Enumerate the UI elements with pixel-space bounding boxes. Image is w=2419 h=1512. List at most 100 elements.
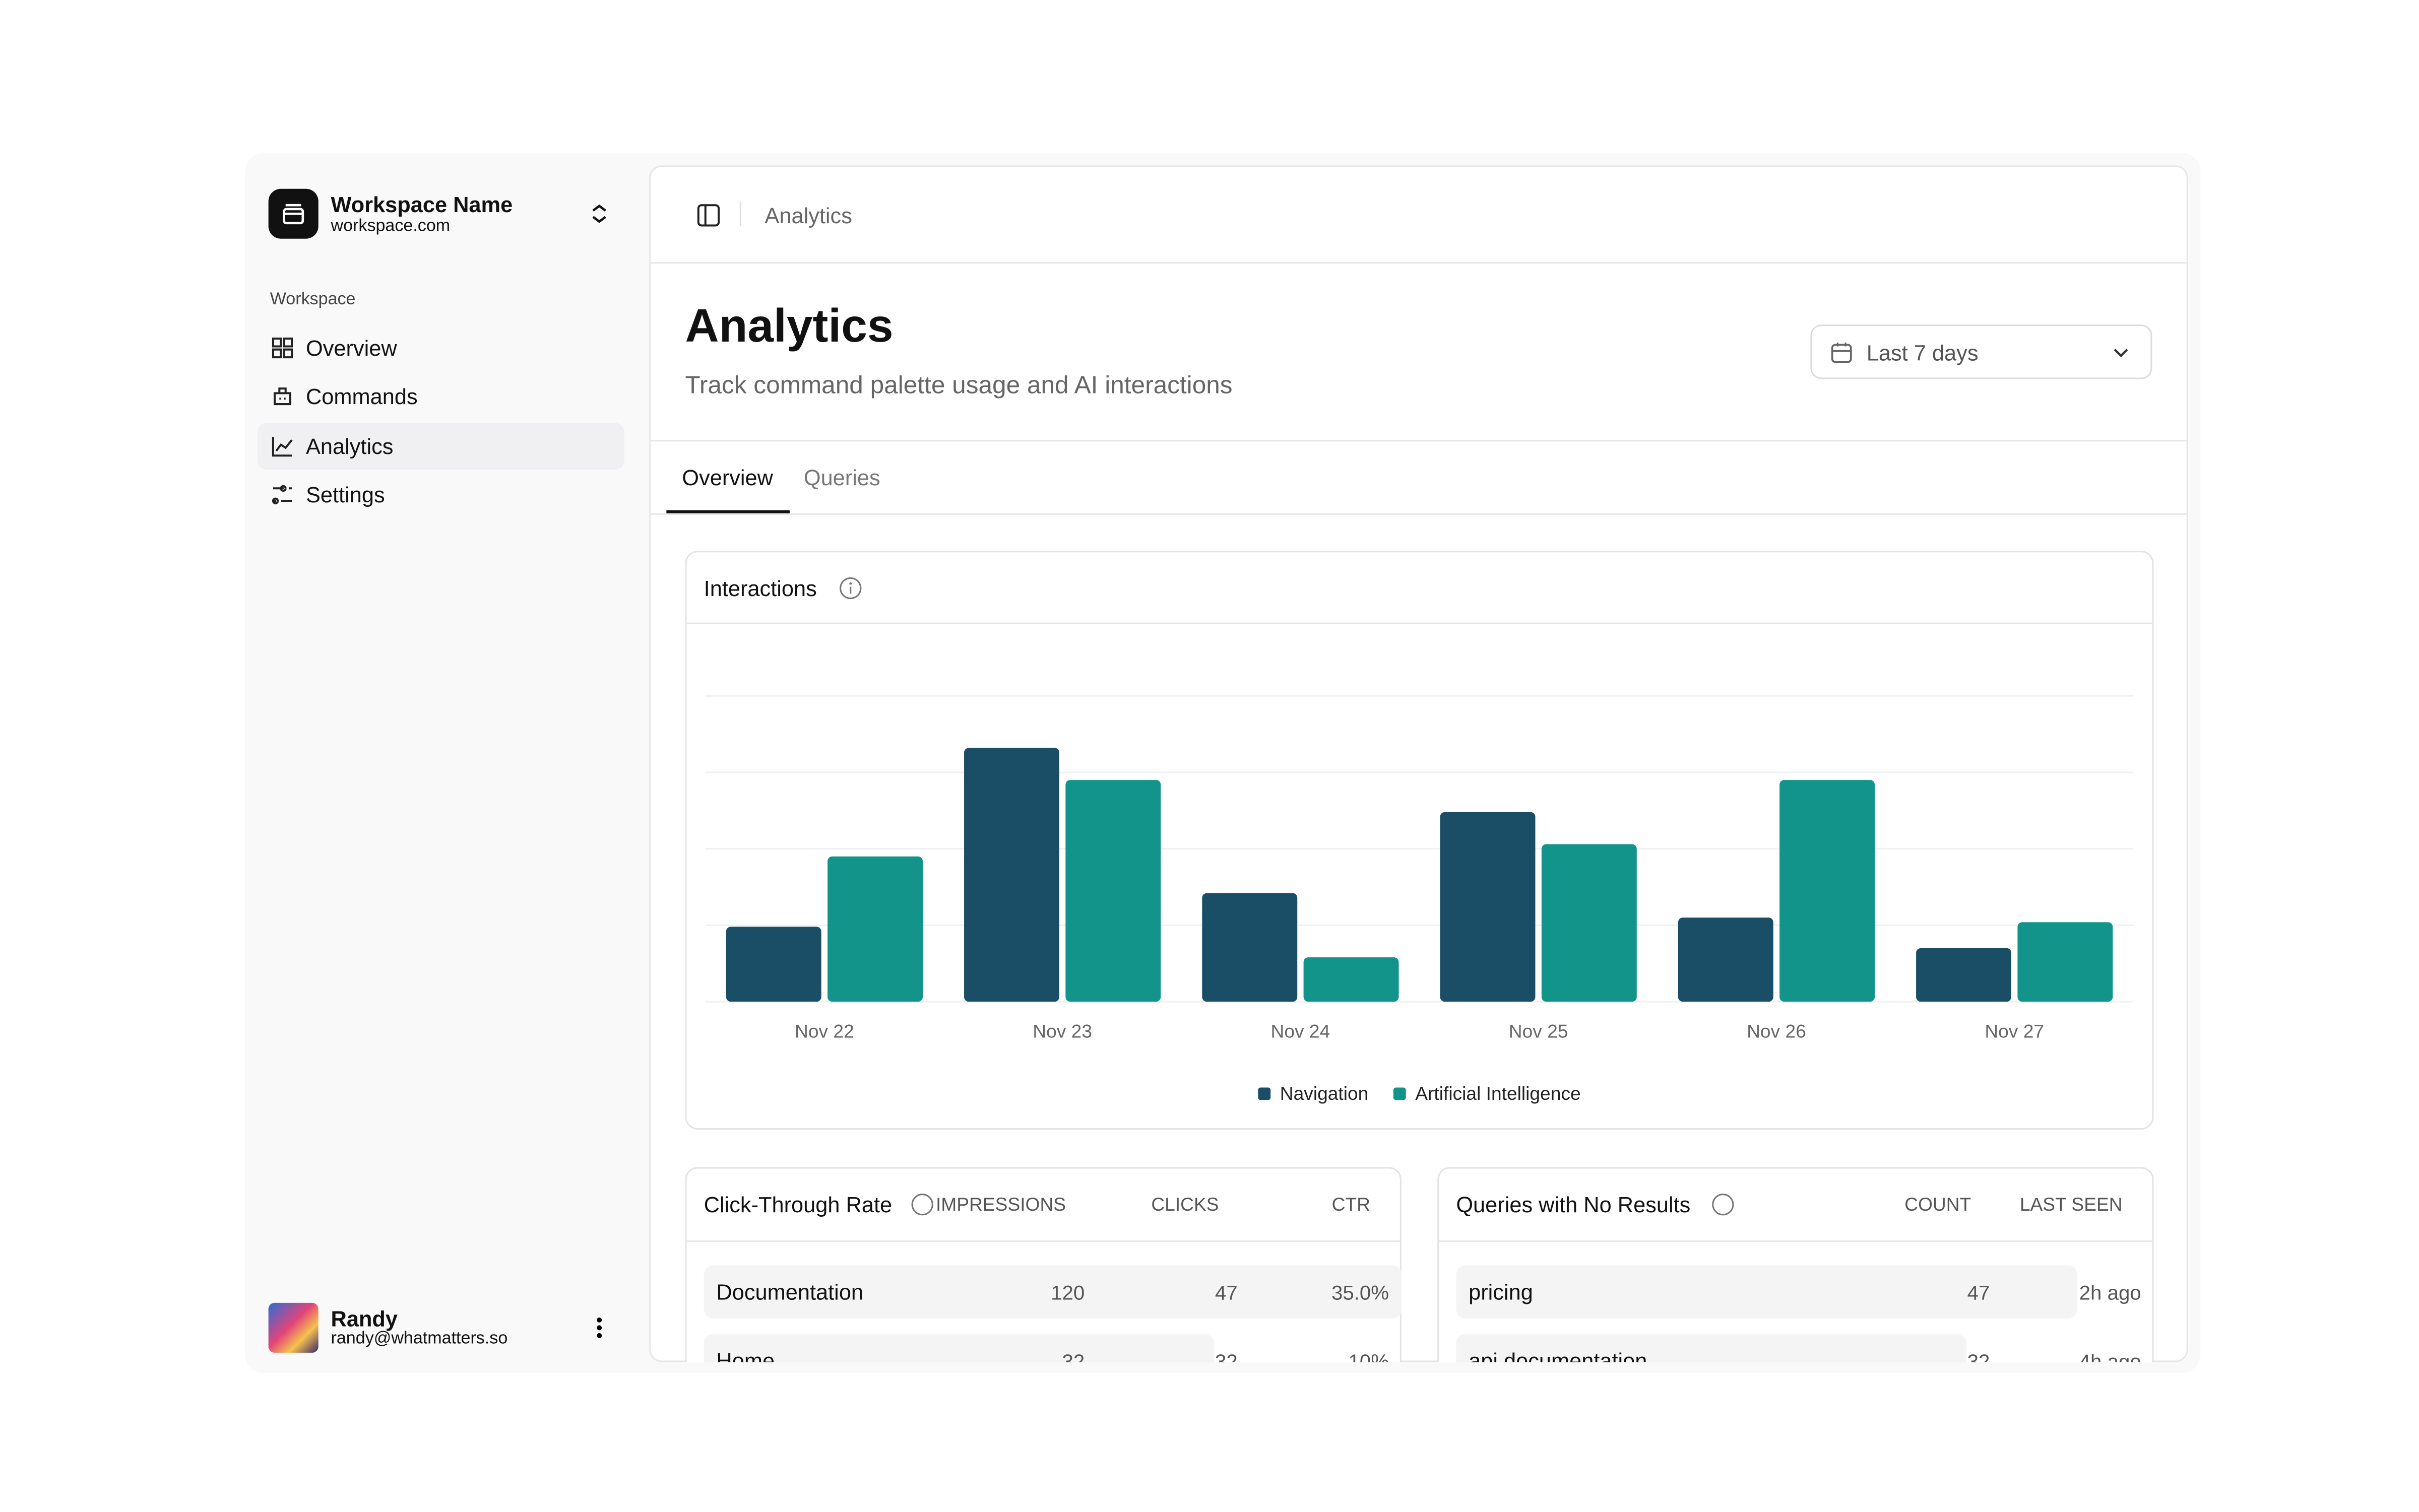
icon-path xyxy=(272,337,293,359)
column-header: CLICKS xyxy=(1151,1194,1219,1216)
logo-icon xyxy=(283,204,304,225)
user-menu[interactable] xyxy=(590,1316,609,1341)
table-cell: 47 xyxy=(1967,1281,1990,1304)
no-results-card: Queries with No Results COUNT LAST SEEN pri… xyxy=(1437,1167,2154,1362)
column-header: LAST SEEN xyxy=(2019,1194,2123,1216)
row-label: pricing xyxy=(1469,1279,1533,1304)
divider xyxy=(651,440,2187,442)
nav-label: Settings xyxy=(305,482,385,507)
workspace-logo[interactable] xyxy=(268,188,319,239)
chart-title: Interactions xyxy=(704,575,817,601)
nav-icon xyxy=(274,388,292,406)
icon-path xyxy=(1712,1194,1734,1216)
divider xyxy=(686,622,2152,624)
tab[interactable]: Overview xyxy=(682,465,774,490)
legend-swatch xyxy=(1258,1087,1271,1100)
date-range-label: Last 7 days xyxy=(1866,340,1979,365)
bar xyxy=(1202,893,1298,1002)
legend-label: Navigation xyxy=(1280,1083,1369,1104)
divider xyxy=(651,262,2187,264)
x-tick-label: Nov 22 xyxy=(795,1020,854,1041)
avatar xyxy=(268,1302,319,1353)
sidebar-toggle[interactable] xyxy=(696,203,721,228)
table-cell: 10% xyxy=(1348,1349,1389,1362)
column-header: COUNT xyxy=(1904,1194,1971,1216)
row-label: api documentation xyxy=(1469,1348,1647,1362)
workspace-name[interactable]: Workspace Name xyxy=(331,191,513,217)
icon-path xyxy=(911,1194,933,1216)
table-cell: 32 xyxy=(1967,1349,1990,1362)
page-subtitle: Track command palette usage and AI inter… xyxy=(685,373,1233,400)
user-name: Randy xyxy=(331,1306,398,1331)
breadcrumb: Analytics xyxy=(765,203,852,228)
table-cell: 2h ago xyxy=(2079,1281,2141,1304)
bar xyxy=(1065,780,1161,1002)
bar xyxy=(2017,922,2113,1002)
info-icon[interactable] xyxy=(1710,1192,1736,1217)
tab-underline xyxy=(666,510,790,513)
bar xyxy=(1541,844,1637,1002)
table-cell: 47 xyxy=(1215,1281,1238,1304)
nav-item[interactable]: Overview xyxy=(258,324,624,371)
info-icon[interactable] xyxy=(838,576,863,601)
nav-icon xyxy=(272,436,293,456)
chart: Nov 22 Nov 23 Nov 24 Nov 25 Nov 26 Nov 27 Navi… xyxy=(705,695,2134,1104)
x-tick-label: Nov 23 xyxy=(1033,1020,1092,1041)
tables-area: Click-Through Rate IMPRESSIONS CLICKS CTR Do… xyxy=(649,1155,2188,1362)
divider xyxy=(651,513,2187,515)
table-title: Click-Through Rate xyxy=(704,1192,893,1217)
bar xyxy=(1916,948,2012,1002)
ctr-card: Click-Through Rate IMPRESSIONS CLICKS CTR Do… xyxy=(685,1167,1402,1362)
divider xyxy=(1439,1240,2152,1242)
page-title: Analytics xyxy=(685,301,894,353)
bar xyxy=(1303,957,1399,1002)
row-label: Home xyxy=(716,1348,775,1362)
x-tick-label: Nov 26 xyxy=(1747,1020,1806,1041)
nav-label: Analytics xyxy=(305,433,394,458)
nav-item[interactable]: Settings xyxy=(258,471,624,518)
nav-label: Overview xyxy=(305,335,397,361)
row-label: Documentation xyxy=(716,1279,864,1304)
chart-card: Interactions xyxy=(685,551,2154,1130)
bar xyxy=(827,856,923,1002)
table-cell: 4h ago xyxy=(2079,1349,2141,1362)
table-row[interactable]: Home 32 32 10% xyxy=(704,1334,1389,1362)
bar xyxy=(1440,812,1536,1002)
nav-icon xyxy=(272,337,293,359)
table-title: Queries with No Results xyxy=(1456,1192,1691,1217)
switch-icon[interactable] xyxy=(588,203,610,225)
legend-swatch xyxy=(1393,1087,1406,1100)
icon-path xyxy=(272,436,293,456)
bar xyxy=(1779,780,1875,1002)
date-range[interactable]: Last 7 days xyxy=(1810,324,2152,379)
divider xyxy=(739,201,741,227)
column-header: IMPRESSIONS xyxy=(935,1194,1066,1216)
table-cell: 35.0% xyxy=(1331,1281,1389,1304)
nav-item[interactable]: Commands xyxy=(258,373,624,420)
x-tick-label: Nov 24 xyxy=(1271,1020,1330,1041)
nav-label: Commands xyxy=(305,384,418,410)
icon-path xyxy=(272,485,292,504)
divider xyxy=(686,1240,1400,1242)
bar xyxy=(964,748,1059,1002)
x-tick-label: Nov 25 xyxy=(1509,1020,1568,1041)
table-row[interactable]: Documentation 120 47 35.0% xyxy=(704,1265,1402,1319)
info-icon[interactable] xyxy=(910,1192,935,1217)
table-row[interactable]: api documentation 32 4h ago xyxy=(1456,1334,2141,1362)
table-row[interactable]: pricing 47 2h ago xyxy=(1456,1265,2141,1319)
table-cell: 32 xyxy=(1215,1349,1238,1362)
legend: Navigation Artificial Intelligence xyxy=(1258,1083,1581,1104)
user-email: randy@whatmatters.so xyxy=(331,1329,508,1348)
nav-item[interactable]: Analytics xyxy=(257,422,624,469)
column-header: CTR xyxy=(1331,1194,1370,1216)
bar xyxy=(726,927,821,1002)
icon-path xyxy=(274,388,292,406)
legend-label: Artificial Intelligence xyxy=(1415,1083,1580,1104)
x-tick-label: Nov 27 xyxy=(1985,1020,2044,1041)
calendar-icon xyxy=(1831,342,1852,363)
table-cell: 32 xyxy=(1062,1349,1085,1362)
nav-icon xyxy=(272,485,292,504)
tab[interactable]: Queries xyxy=(803,465,880,490)
